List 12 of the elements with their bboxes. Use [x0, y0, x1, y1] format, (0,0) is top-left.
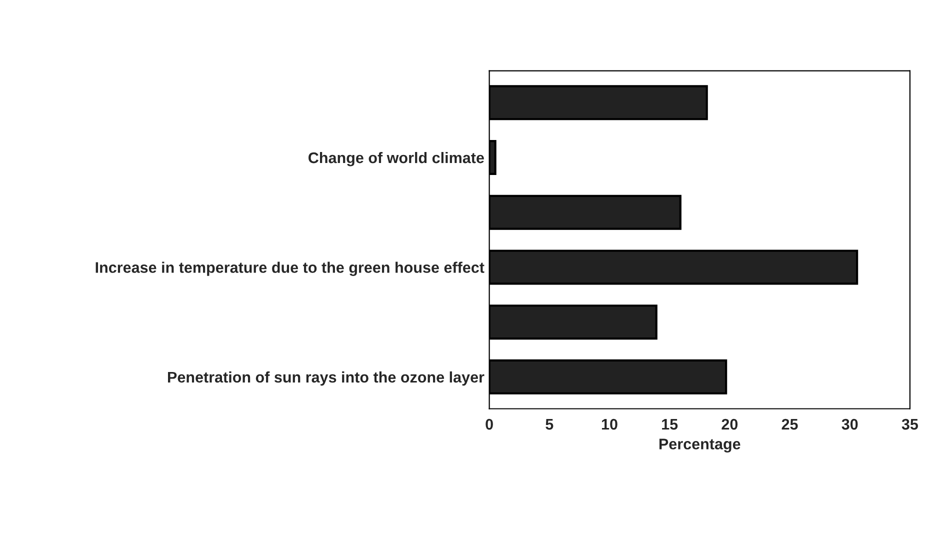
x-tick-label: 30 [842, 418, 858, 430]
x-tick-label: 25 [782, 418, 798, 430]
x-tick-label: 0 [486, 418, 493, 430]
y-tick-label: Increase in temperature due to the green house effect [96, 262, 484, 276]
x-tick-label: 20 [722, 418, 738, 430]
x-tick-label: 35 [902, 418, 918, 430]
y-tick-label: Penetration of sun rays into the ozone layer [168, 371, 484, 386]
x-tick-label: 5 [546, 419, 554, 430]
y-tick-label: Change of world climate [308, 152, 484, 166]
x-tick-label: 10 [602, 418, 618, 430]
x-axis-title: Percentage [659, 438, 740, 453]
x-tick-label: 15 [662, 419, 678, 430]
